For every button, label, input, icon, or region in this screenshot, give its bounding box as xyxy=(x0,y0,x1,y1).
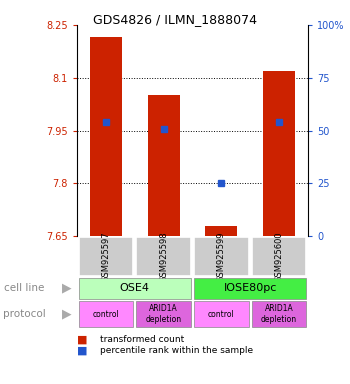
Text: ■: ■ xyxy=(77,346,88,356)
Bar xyxy=(136,301,191,327)
Bar xyxy=(205,225,237,236)
Text: GSM925599: GSM925599 xyxy=(217,231,226,281)
Text: percentile rank within the sample: percentile rank within the sample xyxy=(100,346,253,356)
Text: transformed count: transformed count xyxy=(100,335,184,344)
Bar xyxy=(79,237,133,276)
Text: ARID1A
depletion: ARID1A depletion xyxy=(261,305,297,324)
Text: GDS4826 / ILMN_1888074: GDS4826 / ILMN_1888074 xyxy=(93,13,257,26)
Bar xyxy=(194,237,248,276)
Text: cell line: cell line xyxy=(4,283,44,293)
Text: protocol: protocol xyxy=(4,309,46,319)
Bar xyxy=(194,301,248,327)
Bar xyxy=(194,278,306,299)
Text: ▶: ▶ xyxy=(62,282,71,295)
Text: GSM925600: GSM925600 xyxy=(275,231,284,281)
Bar xyxy=(79,301,133,327)
Text: control: control xyxy=(208,310,235,319)
Text: GSM925597: GSM925597 xyxy=(102,231,110,281)
Text: IOSE80pc: IOSE80pc xyxy=(224,283,277,293)
Bar xyxy=(148,95,180,236)
Text: ■: ■ xyxy=(77,334,88,344)
Bar xyxy=(90,37,122,236)
Bar xyxy=(252,237,306,276)
Bar xyxy=(136,237,191,276)
Bar xyxy=(263,71,295,236)
Bar xyxy=(79,278,191,299)
Text: ARID1A
depletion: ARID1A depletion xyxy=(146,305,182,324)
Bar xyxy=(252,301,306,327)
Text: OSE4: OSE4 xyxy=(120,283,150,293)
Text: GSM925598: GSM925598 xyxy=(159,231,168,281)
Text: control: control xyxy=(92,310,119,319)
Text: ▶: ▶ xyxy=(62,308,71,321)
